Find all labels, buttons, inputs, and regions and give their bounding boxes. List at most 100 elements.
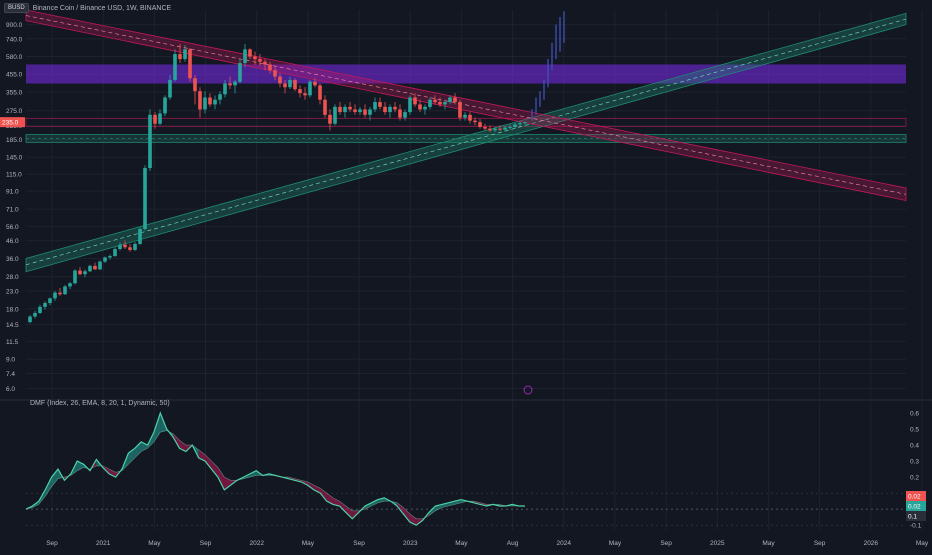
candle-body [243, 49, 247, 64]
candle-body [63, 286, 67, 295]
candle-body [48, 298, 52, 304]
time-tick-label: 2023 [403, 540, 418, 547]
time-tick-label: 2026 [864, 540, 879, 547]
rising-channel [25, 12, 907, 273]
price-tag-label: 235.0 [2, 120, 19, 127]
resistance-zone [26, 64, 906, 84]
price-tick-label: 900.0 [6, 22, 23, 29]
time-tick-label: May [148, 540, 161, 547]
candle-body [448, 97, 452, 103]
red-level-zone [25, 117, 907, 127]
price-tick-label: 36.0 [6, 256, 19, 263]
dmf-fill [371, 499, 378, 506]
dmf-tick-label: 0.5 [910, 427, 919, 434]
candle-body [93, 265, 97, 270]
candle-body [353, 109, 357, 113]
dmf-fill [320, 488, 327, 502]
candle-body [283, 83, 287, 88]
candle-body [488, 128, 492, 131]
candle-body [213, 99, 217, 105]
time-tick-label: Sep [660, 540, 672, 547]
candle-body [343, 106, 347, 113]
candle-body [423, 106, 427, 110]
candle-body [418, 104, 422, 110]
time-tick-label: Aug [507, 540, 519, 547]
candle-body [228, 83, 232, 86]
candle-body [503, 127, 507, 130]
candle-body [258, 59, 262, 62]
candle-body [128, 247, 132, 250]
candle-body [388, 106, 392, 113]
candle-body [363, 109, 367, 115]
candle-body [143, 168, 147, 230]
symbol-badge[interactable]: BUSD [4, 3, 29, 13]
candle-body [498, 128, 502, 130]
candle-body [133, 243, 137, 250]
dmf-fill [211, 461, 218, 478]
candle-body [428, 99, 432, 107]
dmf-fill [403, 507, 410, 522]
indicator-label: DMF (Index, 26, EMA, 8, 20, 1, Dynamic, … [30, 400, 170, 407]
candle-body [103, 257, 107, 262]
falling-channel-mid [25, 15, 907, 195]
dmf-tick-label: -0.1 [910, 523, 922, 530]
candle-body [253, 56, 257, 60]
dmf-fill [51, 469, 58, 487]
candle-body [383, 106, 387, 113]
candle-body [398, 109, 402, 118]
candle-body [188, 49, 192, 79]
candle-body [123, 244, 127, 248]
dmf-fill [217, 467, 225, 490]
candle-body [323, 99, 327, 115]
time-tick-label: Sep [353, 540, 365, 547]
candle-body [153, 114, 157, 124]
candle-body [408, 97, 412, 113]
price-tick-label: 46.0 [6, 238, 19, 245]
candle-body [208, 97, 212, 105]
time-tick-label: May [455, 540, 468, 547]
candle-body [78, 270, 82, 275]
dmf-fill [307, 481, 314, 490]
candle-body [233, 81, 237, 86]
time-tick-label: Sep [814, 540, 826, 547]
candle-body [443, 102, 447, 105]
candle-body [478, 122, 482, 127]
time-tick-label: 2022 [249, 540, 264, 547]
candle-body [378, 102, 382, 107]
price-tick-label: 7.4 [6, 371, 15, 378]
candle-body [518, 123, 522, 125]
candle-body [28, 316, 32, 323]
price-tick-label: 18.0 [6, 306, 19, 313]
candle-body [58, 292, 62, 295]
candle-body [148, 114, 152, 169]
candle-body [203, 97, 207, 110]
candle-body [183, 49, 187, 60]
dmf-fill [134, 441, 142, 458]
candle-body [348, 106, 352, 110]
candle-body [238, 63, 242, 82]
dmf-fill [57, 469, 65, 481]
candle-body [303, 93, 307, 96]
candle-body [68, 283, 72, 287]
candle-body [293, 79, 297, 90]
dmf-fill [45, 477, 52, 497]
candle-body [298, 89, 302, 94]
candle-body [73, 270, 77, 284]
candle-body [493, 128, 497, 131]
dmf-tag-box [906, 511, 926, 521]
price-tick-label: 6.0 [6, 386, 15, 393]
candle-body [108, 256, 112, 258]
candle-body [403, 112, 407, 118]
candle-body [523, 122, 527, 124]
dmf-line [25, 411, 525, 526]
dmf-tag-box [906, 501, 926, 511]
candle-body [223, 83, 227, 95]
price-tick-label: 28.0 [6, 274, 19, 281]
candle-body [38, 306, 42, 314]
candle-body [173, 54, 177, 80]
candle-body [328, 114, 332, 124]
dmf-fill [109, 469, 116, 478]
price-tick-label: 71.0 [6, 207, 19, 214]
